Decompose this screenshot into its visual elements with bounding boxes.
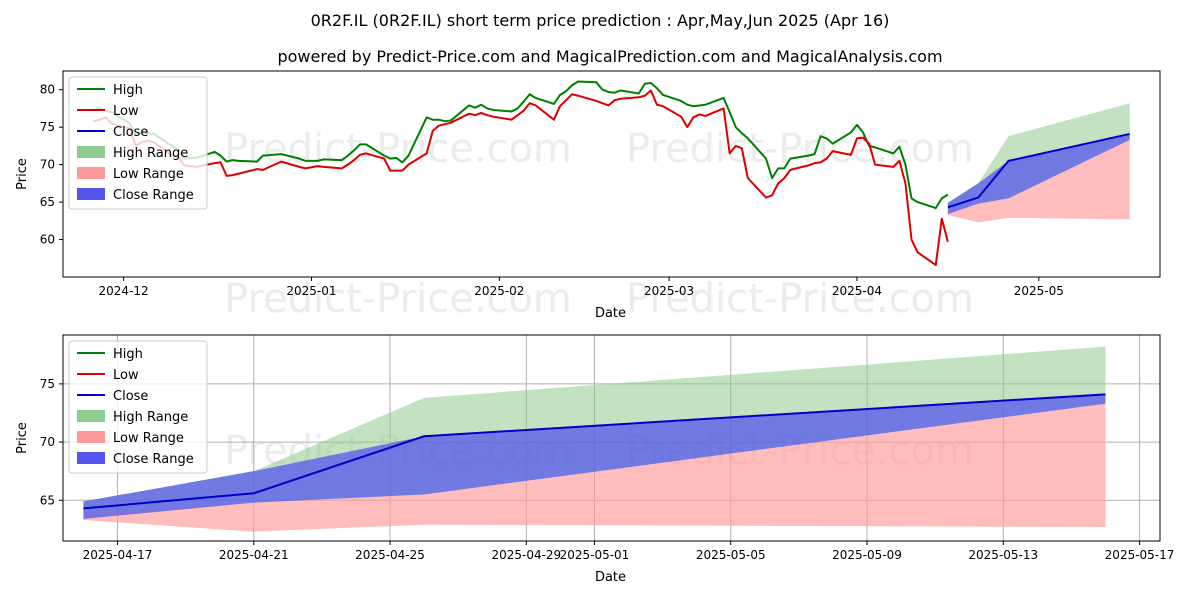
x-tick-label: 2025-03	[644, 284, 694, 298]
legend-item-close: Close	[77, 125, 148, 140]
legend-label: Low	[113, 368, 139, 383]
x-tick-label: 2025-04-29	[491, 548, 561, 562]
legend-label: Close	[113, 389, 148, 404]
legend-label: Low Range	[113, 431, 184, 446]
legend-label: Close	[113, 125, 148, 140]
legend-label: High Range	[113, 146, 188, 161]
legend-item-high: High	[77, 83, 143, 98]
close-range-band	[947, 133, 1130, 215]
legend-label: High	[113, 347, 143, 362]
x-tick-label: 2025-05-09	[832, 548, 902, 562]
legend-item-low-range: Low Range	[77, 167, 184, 182]
watermark-text: Predict-Price.com	[626, 276, 974, 322]
x-axis: 2024-12 2025-01 2025-02 2025-03 2025-04 2025-…	[99, 277, 1064, 321]
plot-frame	[62, 334, 1161, 542]
legend-label: Low Range	[113, 167, 184, 182]
watermark-text: Predict-Price.com	[626, 126, 974, 172]
x-tick-label: 2025-05-13	[968, 548, 1038, 562]
legend-item-low: Low	[77, 368, 139, 383]
x-tick-label: 2025-04-25	[355, 548, 425, 562]
y-tick-label: 60	[40, 233, 55, 247]
x-axis-label: Date	[595, 570, 626, 585]
y-tick-label: 80	[40, 83, 55, 97]
legend-item-low: Low	[77, 104, 139, 119]
range-bands	[947, 103, 1130, 223]
legend-swatch	[77, 167, 105, 179]
x-axis: 2025-04-17 2025-04-21 2025-04-25 2025-04-29…	[83, 541, 1175, 585]
legend-item-high: High	[77, 347, 143, 362]
lower-chart-panel: Predict-Price.comPredict-Price.com2025-0…	[15, 334, 1175, 585]
legend-label: Low	[113, 104, 139, 119]
x-tick-label: 2025-04	[832, 284, 882, 298]
y-tick-label: 70	[40, 435, 55, 449]
legend-item-low-range: Low Range	[77, 431, 184, 446]
legend-label: Close Range	[113, 452, 194, 467]
high-series-line	[93, 80, 949, 210]
y-axis: 60 65 70 75 80 Price	[15, 83, 63, 247]
x-tick-label: 2024-12	[99, 284, 149, 298]
x-tick-label: 2025-04-17	[83, 548, 153, 562]
y-tick-label: 70	[40, 158, 55, 172]
range-bands	[83, 346, 1106, 532]
y-tick-label: 75	[40, 120, 55, 134]
x-tick-label: 2025-04-21	[219, 548, 289, 562]
low-range-band	[83, 403, 1106, 532]
legend-item-high-range: High Range	[77, 146, 188, 161]
legend: High Low Close High Range Low Range Close Ran…	[68, 340, 208, 474]
y-axis: 65 70 75 Price	[15, 377, 63, 507]
series-lines	[83, 393, 1106, 510]
y-axis-label: Price	[15, 422, 30, 454]
low-series-line	[93, 89, 949, 267]
plot-frame	[62, 70, 1161, 278]
x-tick-label: 2025-05-01	[560, 548, 630, 562]
close-range-band	[83, 394, 1106, 519]
legend-item-close-range: Close Range	[77, 452, 194, 467]
chart-title: 0R2F.IL (0R2F.IL) short term price predi…	[311, 11, 890, 30]
y-tick-label: 65	[40, 195, 55, 209]
x-tick-label: 2025-05-05	[696, 548, 766, 562]
x-axis-label: Date	[595, 306, 626, 321]
legend-swatch	[77, 188, 105, 200]
chart-subtitle: powered by Predict-Price.com and Magical…	[277, 47, 942, 66]
legend-item-close-range: Close Range	[77, 188, 194, 203]
legend-swatch	[77, 146, 105, 158]
legend-label: High	[113, 83, 143, 98]
watermark-text: Predict-Price.com	[224, 276, 572, 322]
legend: High Low Close High Range Low Range Close Ran…	[68, 76, 208, 210]
y-axis-label: Price	[15, 158, 30, 190]
series-lines	[93, 80, 1130, 267]
legend-label: Close Range	[113, 188, 194, 203]
low-range-band	[947, 139, 1130, 223]
legend-swatch	[77, 410, 105, 422]
x-tick-label: 2025-05-17	[1105, 548, 1175, 562]
close-series-line	[83, 393, 1106, 510]
legend-label: High Range	[113, 410, 188, 425]
upper-chart-panel: Predict-Price.com Predict-Price.com Predic…	[15, 70, 1161, 322]
y-tick-label: 75	[40, 377, 55, 391]
x-tick-label: 2025-02	[474, 284, 524, 298]
legend-swatch	[77, 431, 105, 443]
watermark-text: Predict-Price.com	[224, 126, 572, 172]
x-tick-label: 2025-01	[286, 284, 336, 298]
watermark: Predict-Price.com Predict-Price.com Predic…	[224, 126, 974, 322]
x-tick-label: 2025-05	[1014, 284, 1064, 298]
legend-item-high-range: High Range	[77, 410, 188, 425]
close-series-line	[947, 132, 1130, 209]
legend-item-close: Close	[77, 389, 148, 404]
legend-swatch	[77, 452, 105, 464]
y-tick-label: 65	[40, 493, 55, 507]
